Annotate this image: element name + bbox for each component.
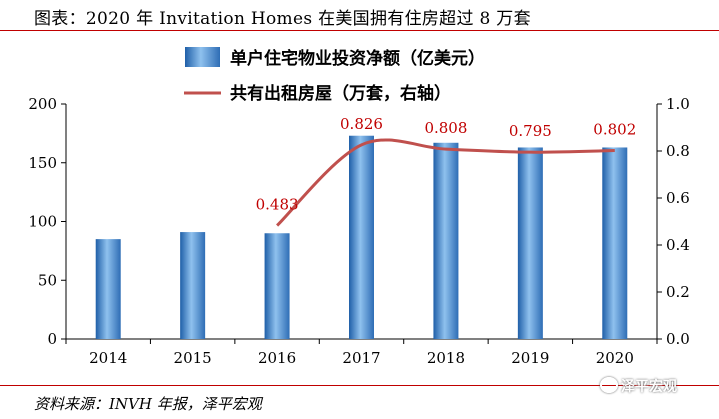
bar (602, 147, 628, 339)
x-tick-label: 2015 (174, 349, 212, 367)
chart: 单户住宅物业投资净额（亿美元） 共有出租房屋（万套，右轴） 0 50 100 150 20… (28, 47, 690, 367)
source-note: 资料来源：INVH 年报，泽平宏观 (34, 395, 262, 413)
bar (95, 239, 121, 339)
data-label: 0.808 (424, 119, 467, 137)
data-label: 0.483 (256, 195, 299, 213)
y-left-tick-label: 0 (47, 330, 57, 348)
y-left-tick-label: 100 (28, 213, 57, 231)
legend: 单户住宅物业投资净额（亿美元） 共有出租房屋（万套，右轴） (184, 47, 485, 104)
x-tick-label: 2014 (89, 349, 127, 367)
line-series: 0.483 0.826 0.808 0.795 0.802 (256, 115, 636, 227)
legend-label-bar: 单户住宅物业投资净额（亿美元） (230, 48, 485, 69)
x-tick-label: 2020 (596, 349, 634, 367)
y-left-tick-label: 200 (28, 95, 57, 113)
y-right-tick-label: 0.0 (666, 330, 690, 348)
bars (95, 135, 628, 339)
bar (264, 233, 290, 339)
y-right-tick-label: 0.8 (666, 142, 690, 160)
title-divider (0, 30, 719, 31)
legend-label-line: 共有出租房屋（万套，右轴） (230, 83, 451, 104)
y-right-tick-label: 0.6 (666, 189, 690, 207)
chart-title: 图表：2020 年 Invitation Homes 在美国拥有住房超过 8 万… (34, 9, 531, 29)
bar (517, 147, 543, 339)
line-path (276, 138, 615, 227)
bar (349, 135, 374, 339)
bar (180, 232, 206, 339)
y-right-tick-label: 0.4 (666, 236, 690, 254)
x-tick-label: 2018 (427, 349, 465, 367)
axes: 0 50 100 150 200 0.0 0.2 0.4 0.6 0.8 1.0 2014 2015 20… (28, 95, 690, 367)
y-right-tick-label: 1.0 (666, 95, 690, 113)
x-tick-label: 2019 (511, 349, 549, 367)
x-tick-label: 2017 (342, 349, 380, 367)
watermark: 泽平宏观 (600, 376, 677, 396)
y-right-tick-label: 0.2 (666, 283, 690, 301)
y-left-tick-label: 150 (28, 154, 57, 172)
x-tick-label: 2016 (258, 349, 296, 367)
data-label: 0.826 (340, 115, 383, 133)
watermark-text: 泽平宏观 (621, 379, 677, 395)
legend-swatch-bar (185, 47, 220, 67)
wechat-icon (600, 377, 618, 393)
bar (433, 142, 459, 339)
y-left-tick-label: 50 (38, 271, 57, 289)
data-label: 0.795 (509, 122, 552, 140)
data-label: 0.802 (593, 121, 636, 139)
footer-divider (0, 385, 719, 386)
